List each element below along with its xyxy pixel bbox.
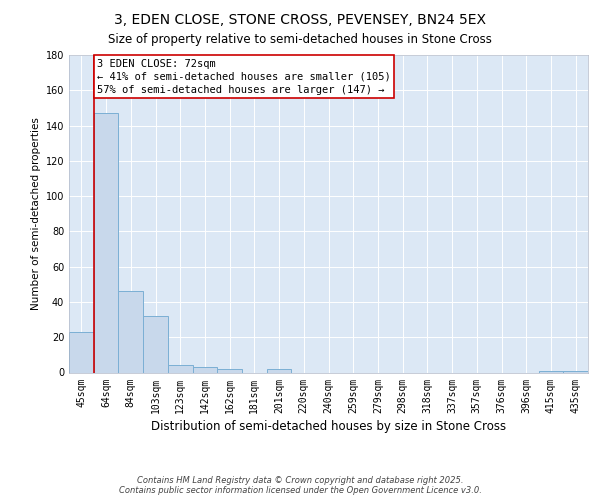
Bar [539, 370, 563, 372]
Text: 3, EDEN CLOSE, STONE CROSS, PEVENSEY, BN24 5EX: 3, EDEN CLOSE, STONE CROSS, PEVENSEY, BN… [114, 12, 486, 26]
Text: 3 EDEN CLOSE: 72sqm
← 41% of semi-detached houses are smaller (105)
57% of semi-: 3 EDEN CLOSE: 72sqm ← 41% of semi-detach… [97, 58, 391, 95]
Text: Contains HM Land Registry data © Crown copyright and database right 2025.
Contai: Contains HM Land Registry data © Crown c… [119, 476, 481, 495]
Bar [118, 292, 143, 372]
Bar [143, 316, 168, 372]
Y-axis label: Number of semi-detached properties: Number of semi-detached properties [31, 118, 41, 310]
Bar [168, 366, 193, 372]
X-axis label: Distribution of semi-detached houses by size in Stone Cross: Distribution of semi-detached houses by … [151, 420, 506, 432]
Bar [193, 367, 217, 372]
Bar [69, 332, 94, 372]
Bar [217, 369, 242, 372]
Bar [94, 113, 118, 372]
Bar [267, 369, 292, 372]
Bar [563, 370, 588, 372]
Text: Size of property relative to semi-detached houses in Stone Cross: Size of property relative to semi-detach… [108, 32, 492, 46]
